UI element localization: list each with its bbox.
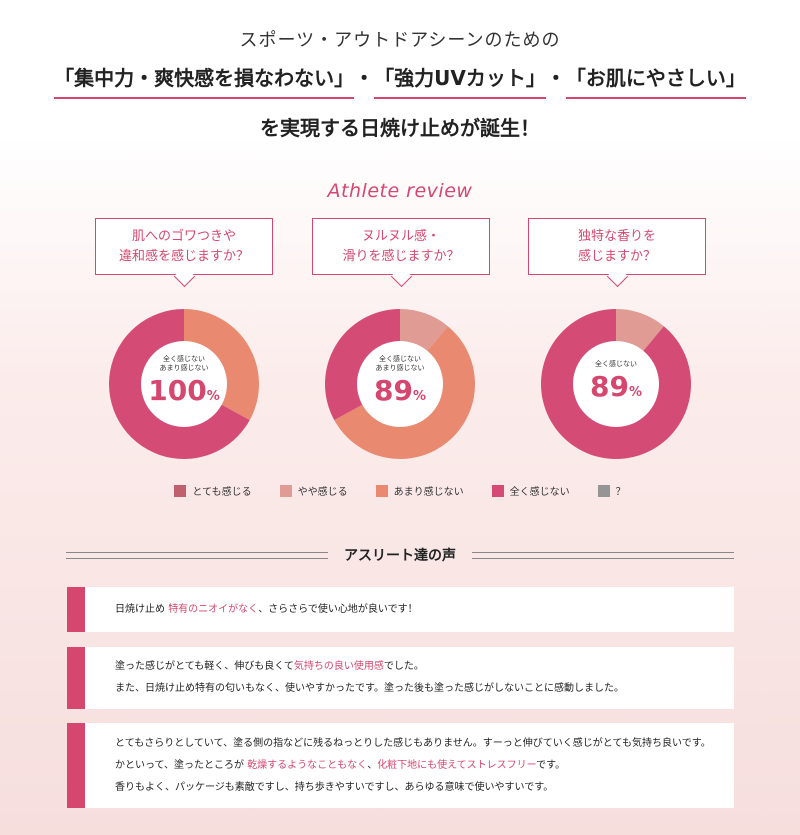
legend-swatch <box>491 484 504 497</box>
review-title: Athlete review <box>327 180 473 202</box>
voice-line: また、日焼け止め特有の匂いもなく、使いやすかったです。塗った後も塗った感じがしな… <box>115 678 722 700</box>
donut-center: 全く感じない 89% <box>541 309 691 459</box>
donut-chart-1: 全く感じない あまり感じない 100% <box>109 309 259 459</box>
center-percentage: 89% <box>590 369 642 409</box>
card-body: 日焼け止め 特有のニオイがなく、さらさらで使い心地が良いです！ <box>115 587 722 632</box>
center-label: あまり感じない <box>159 364 209 372</box>
question-bubble-3: 独特な香りを 感じますか？ <box>528 218 706 288</box>
center-label: 全く感じない <box>595 359 637 368</box>
hero-line-2: 「集中力・爽快感を損なわない」・「強力UVカット」・「お肌にやさしい」 <box>0 62 800 99</box>
voice-highlight: 化粧下地にも使えてストレスフリー <box>377 759 537 771</box>
center-percentage: 89% <box>374 375 426 413</box>
voice-highlight: 気持ちの良い使用感 <box>293 661 384 672</box>
center-label: 全く感じない <box>379 355 421 363</box>
card-accent-bar <box>67 587 85 632</box>
voice-text: でした。 <box>383 661 424 672</box>
hero-separator: ・ <box>354 66 375 90</box>
center-percentage: 100% <box>148 375 219 413</box>
legend-item: ？ <box>597 483 626 498</box>
question-line: 肌へのゴワつきや <box>131 228 236 244</box>
legend-item: あまり感じない <box>375 483 464 498</box>
chart-legend: とても感じる やや感じる あまり感じない 全く感じない ？ <box>0 483 800 498</box>
voice-card-3: とてもさらりとしていて、塗る側の指などに残るねっとりした感じもありません。すーっ… <box>67 723 734 808</box>
legend-swatch <box>174 484 187 497</box>
hero-claim-2: 「強力UVカット」 <box>374 62 546 99</box>
legend-label: 全く感じない <box>509 487 570 498</box>
center-unit: % <box>412 389 426 404</box>
voices-title: アスリート達の声 <box>344 548 456 564</box>
heading-rule <box>66 551 328 559</box>
question-line: ヌルヌル感・ <box>361 228 440 244</box>
center-label: あまり感じない <box>375 364 425 372</box>
question-line: 感じますか？ <box>577 248 656 264</box>
donut-svg <box>541 309 691 459</box>
hero-line-1: スポーツ・アウトドアシーンのための <box>239 30 561 51</box>
donut-svg <box>325 309 475 459</box>
voice-line: 塗った感じがとても軽く、伸びも良くて気持ちの良い使用感でした。 <box>115 656 722 678</box>
voice-text: 日焼け止め <box>115 603 169 615</box>
legend-item: 全く感じない <box>491 483 570 498</box>
donut-svg <box>109 309 259 459</box>
voice-text: かといって、塗ったところが <box>115 759 248 771</box>
voice-card-1: 日焼け止め 特有のニオイがなく、さらさらで使い心地が良いです！ <box>67 587 734 632</box>
center-value: 89 <box>590 369 629 403</box>
donut-center: 全く感じない あまり感じない 89% <box>325 309 475 459</box>
hero-claim-1: 「集中力・爽快感を損なわない」 <box>54 62 355 99</box>
question-line: 違和感を感じますか？ <box>118 248 249 264</box>
voice-text: 香りもよく、パッケージも素敵ですし、持ち歩きやすいですし、あらゆる意味で使いやす… <box>115 781 554 793</box>
hero-line-3: を実現する日焼け止めが誕生！ <box>260 116 540 140</box>
voice-line: 香りもよく、パッケージも素敵ですし、持ち歩きやすいですし、あらゆる意味で使いやす… <box>115 777 722 799</box>
voice-text: また、日焼け止め特有の匂いもなく、使いやすかったです。塗った後も塗った感じがしな… <box>115 683 624 694</box>
card-accent-bar <box>67 723 85 808</box>
question-line: 滑りを感じますか？ <box>342 248 460 264</box>
voice-line: かといって、塗ったところが 乾燥するようなこともなく、化粧下地にも使えてストレス… <box>115 755 722 777</box>
card-body: とてもさらりとしていて、塗る側の指などに残るねっとりした感じもありません。すーっ… <box>115 723 722 808</box>
voice-text: 、さらさらで使い心地が良いです！ <box>258 603 418 615</box>
voice-text: とてもさらりとしていて、塗る側の指などに残るねっとりした感じもありません。すーっ… <box>115 737 711 749</box>
voice-highlight: 乾燥するようなこともなく <box>247 759 368 771</box>
question-line: 独特な香りを <box>577 228 656 244</box>
donut-hole <box>357 341 443 427</box>
center-label: 全く感じない <box>163 355 205 363</box>
donut-chart-3: 全く感じない 89% <box>541 309 691 459</box>
donut-hole <box>573 341 659 427</box>
hero-claim-3: 「お肌にやさしい」 <box>565 62 746 99</box>
legend-label: やや感じる <box>297 487 348 498</box>
donut-center: 全く感じない あまり感じない 100% <box>109 309 259 459</box>
donut-chart-2: 全く感じない あまり感じない 89% <box>325 309 475 459</box>
card-body: 塗った感じがとても軽く、伸びも良くて気持ちの良い使用感でした。また、日焼け止め特… <box>115 647 722 709</box>
center-unit: % <box>206 389 220 404</box>
question-bubble-1: 肌へのゴワつきや 違和感を感じますか？ <box>95 218 273 288</box>
center-value: 89 <box>374 374 413 407</box>
voice-line: とてもさらりとしていて、塗る側の指などに残るねっとりした感じもありません。すーっ… <box>115 733 722 755</box>
legend-swatch <box>279 484 292 497</box>
heading-rule <box>472 551 734 559</box>
voices-heading: アスリート達の声 <box>66 545 734 565</box>
legend-label: ？ <box>615 487 626 498</box>
voice-text: 塗った感じがとても軽く、伸びも良くて <box>115 661 294 672</box>
legend-swatch <box>597 484 610 497</box>
card-accent-bar <box>67 647 85 709</box>
donut-hole <box>141 341 227 427</box>
question-bubble-2: ヌルヌル感・ 滑りを感じますか？ <box>312 218 490 288</box>
legend-swatch <box>375 484 388 497</box>
center-value: 100 <box>148 374 207 407</box>
voice-text: 、 <box>367 759 378 771</box>
legend-item: とても感じる <box>174 483 252 498</box>
center-unit: % <box>628 384 642 400</box>
legend-label: あまり感じない <box>393 487 464 498</box>
voice-highlight: 特有のニオイがなく <box>168 603 259 615</box>
legend-label: とても感じる <box>192 487 252 498</box>
voice-line: 日焼け止め 特有のニオイがなく、さらさらで使い心地が良いです！ <box>115 599 722 621</box>
legend-item: やや感じる <box>279 483 348 498</box>
hero-separator: ・ <box>545 66 566 90</box>
voice-card-2: 塗った感じがとても軽く、伸びも良くて気持ちの良い使用感でした。また、日焼け止め特… <box>67 647 734 709</box>
voice-text: です。 <box>536 759 566 771</box>
